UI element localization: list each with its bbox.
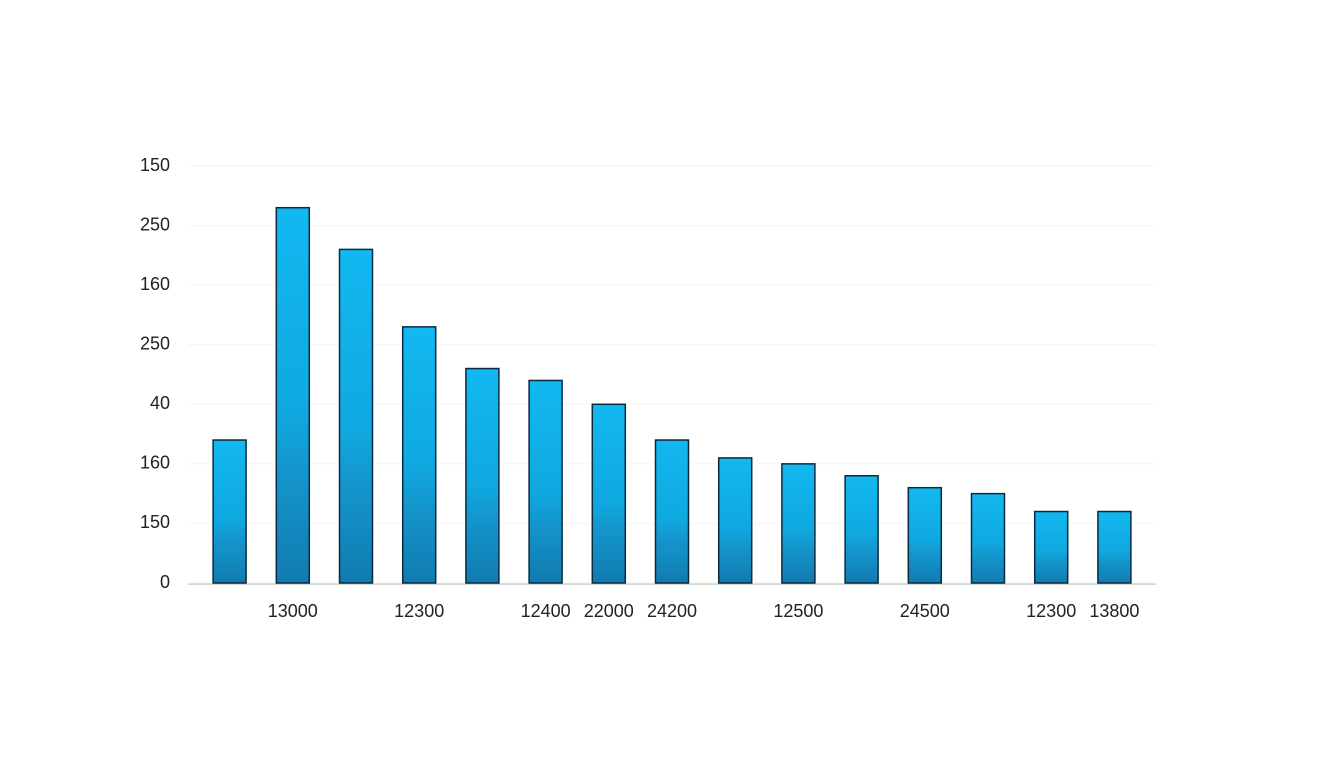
y-tick-label: 160: [140, 453, 170, 473]
y-tick-label: 160: [140, 274, 170, 294]
x-tick-label: 24500: [900, 601, 950, 621]
y-tick-label: 250: [140, 333, 170, 353]
y-tick-label: 150: [140, 512, 170, 532]
bar: [1097, 510, 1132, 584]
bar: [717, 457, 753, 584]
x-tick-label: 12300: [1026, 601, 1076, 621]
bar: [781, 463, 816, 584]
bar: [528, 379, 563, 584]
x-tick-label: 13800: [1089, 601, 1139, 621]
bar: [275, 206, 311, 584]
x-tick-label: 24200: [647, 601, 697, 621]
bar: [907, 486, 943, 584]
bar: [654, 439, 690, 584]
x-tick-label: 22000: [584, 601, 634, 621]
bar: [212, 439, 247, 584]
bar: [338, 248, 374, 584]
x-tick-label: 12500: [773, 601, 823, 621]
y-tick-label: 0: [160, 572, 170, 592]
x-tick-label: 12400: [521, 601, 571, 621]
x-tick-label: 12300: [394, 601, 444, 621]
y-tick-label: 150: [140, 155, 170, 175]
bar: [465, 367, 500, 584]
y-tick-label: 40: [150, 393, 170, 413]
y-tick-label: 250: [140, 214, 170, 234]
bar: [844, 475, 879, 584]
x-tick-label: 13000: [268, 601, 318, 621]
bar: [970, 492, 1006, 584]
bar: [401, 326, 437, 584]
bar: [591, 403, 627, 584]
bar: [1033, 510, 1069, 584]
